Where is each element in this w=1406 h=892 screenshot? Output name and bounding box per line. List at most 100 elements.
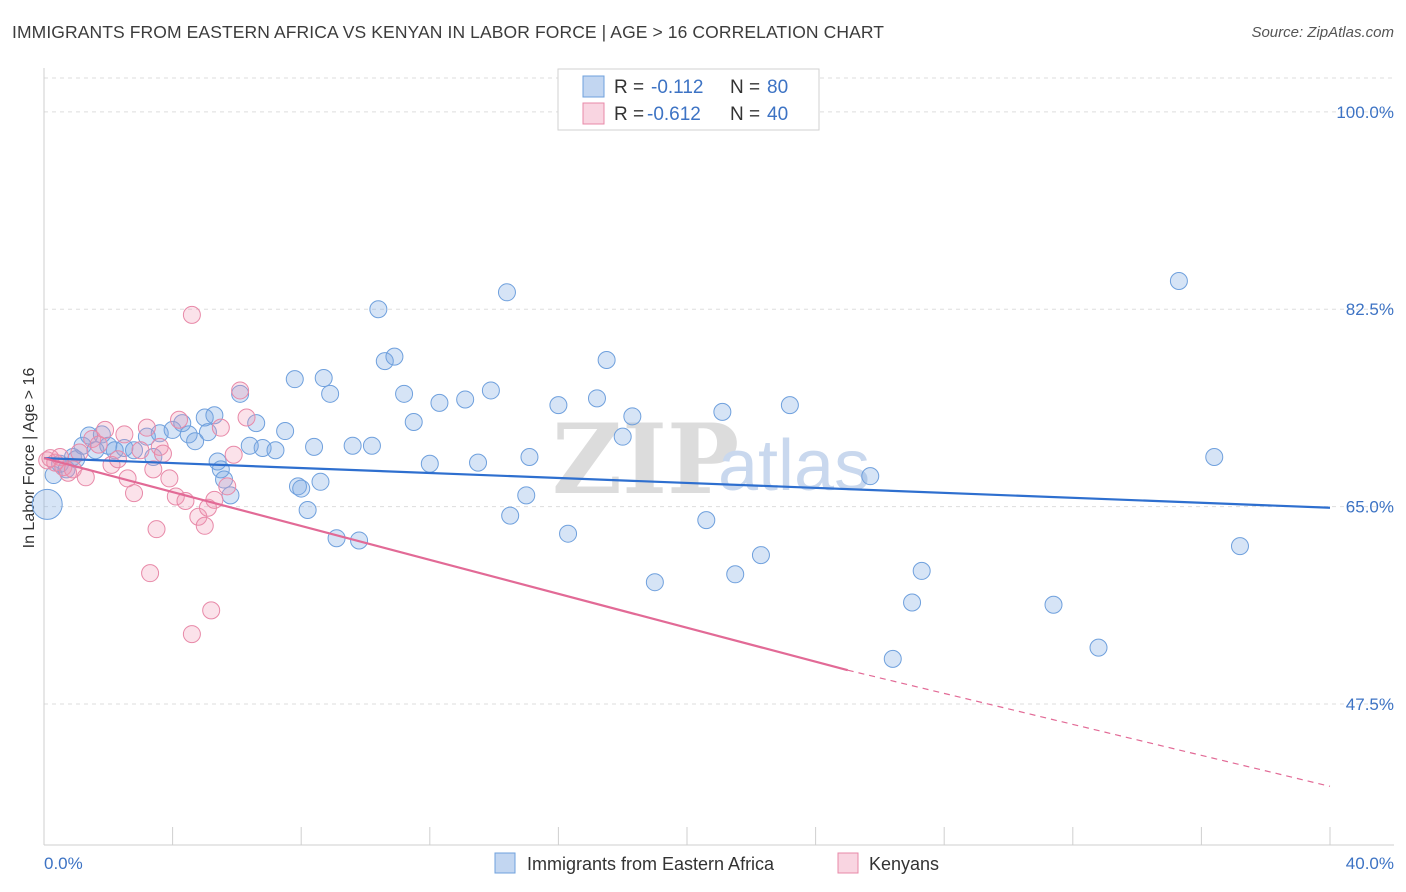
legend-n-value: 40 [767, 104, 788, 125]
point-kenyan [231, 381, 250, 400]
point-kenyan [144, 460, 163, 479]
point-eastern-africa [903, 593, 922, 612]
axes [43, 68, 1394, 846]
x-axis-max-label: 40.0% [1346, 854, 1394, 873]
point-eastern-africa [587, 389, 606, 408]
watermark: ZIP atlas [552, 403, 870, 516]
legend-r-label: R = [614, 104, 644, 125]
point-eastern-africa [597, 350, 616, 369]
point-eastern-africa [343, 436, 362, 455]
point-eastern-africa [549, 396, 568, 415]
trend-lines [43, 457, 1331, 787]
point-eastern-africa [292, 479, 311, 498]
y-tick-label: 47.5% [1346, 695, 1394, 714]
point-kenyan [202, 601, 221, 620]
source-credit: Source: ZipAtlas.com [1251, 24, 1394, 41]
point-eastern-africa [861, 467, 880, 486]
point-eastern-africa [298, 501, 317, 520]
point-eastern-africa [713, 402, 732, 421]
point-kenyan [137, 418, 156, 437]
point-kenyan [189, 507, 208, 526]
series-label-immigrants: Immigrants from Eastern Africa [527, 854, 775, 874]
point-eastern-africa [314, 369, 333, 388]
point-eastern-africa [430, 393, 449, 412]
point-eastern-africa [362, 436, 381, 455]
point-eastern-africa [1089, 638, 1108, 657]
point-eastern-africa [559, 524, 578, 543]
series-legend: Immigrants from Eastern Africa Kenyans [494, 852, 939, 874]
point-eastern-africa [311, 472, 330, 491]
point-eastern-africa [481, 381, 500, 400]
point-eastern-africa [1205, 447, 1224, 466]
y-tick-label: 82.5% [1346, 300, 1394, 319]
point-kenyan [115, 425, 134, 444]
trend-line-eastern-africa [43, 457, 1331, 509]
point-kenyan [237, 408, 256, 427]
legend-swatch-blue [582, 75, 605, 98]
point-eastern-africa [697, 511, 716, 530]
scatter-points [31, 272, 1249, 668]
point-eastern-africa [305, 437, 324, 456]
point-eastern-africa [285, 370, 304, 389]
point-kenyan [211, 418, 230, 437]
trend-line-kenyan [43, 457, 849, 672]
series-label-kenyans: Kenyans [869, 854, 939, 874]
point-eastern-africa [517, 486, 536, 505]
watermark-atlas: atlas [718, 426, 870, 506]
point-kenyan [170, 410, 189, 429]
point-eastern-africa [456, 390, 475, 409]
point-eastern-africa [613, 427, 632, 446]
y-tick-label: 100.0% [1336, 103, 1394, 122]
point-eastern-africa [276, 422, 295, 441]
point-kenyan [224, 445, 243, 464]
point-kenyan [182, 305, 201, 324]
point-eastern-africa [780, 396, 799, 415]
point-eastern-africa [1044, 595, 1063, 614]
point-eastern-africa [497, 283, 516, 302]
point-eastern-africa [247, 414, 266, 433]
chart-title: IMMIGRANTS FROM EASTERN AFRICA VS KENYAN… [12, 22, 885, 42]
point-eastern-africa [327, 529, 346, 548]
legend-swatch-pink [582, 102, 605, 125]
point-kenyan [141, 564, 160, 583]
legend-n-value: 80 [767, 77, 788, 98]
point-eastern-africa [369, 300, 388, 319]
point-eastern-africa [883, 649, 902, 668]
point-eastern-africa [186, 432, 205, 451]
legend-r-value: -0.612 [647, 104, 701, 125]
legend-n-label: N = [730, 77, 760, 98]
point-eastern-africa [31, 488, 63, 520]
point-kenyan [153, 444, 172, 463]
point-eastern-africa [501, 506, 520, 525]
point-kenyan [108, 450, 127, 469]
point-eastern-africa [1230, 537, 1249, 556]
series-swatch-pink [837, 852, 859, 874]
point-eastern-africa [469, 453, 488, 472]
point-eastern-africa [385, 347, 404, 366]
point-eastern-africa [751, 546, 770, 565]
point-eastern-africa [420, 454, 439, 473]
point-eastern-africa [645, 573, 664, 592]
point-eastern-africa [912, 561, 931, 580]
point-kenyan [160, 469, 179, 488]
legend-box [557, 68, 820, 131]
legend-r-value: -0.112 [651, 77, 703, 98]
point-kenyan [70, 443, 89, 462]
x-axis-min-label: 0.0% [44, 854, 83, 873]
point-eastern-africa [321, 384, 340, 403]
y-axis-title: In Labor Force | Age > 16 [21, 368, 38, 549]
y-tick-labels: 100.0% 82.5% 65.0% 47.5% [1336, 103, 1394, 714]
point-eastern-africa [288, 477, 307, 496]
point-kenyan [218, 477, 237, 496]
point-eastern-africa [375, 352, 394, 371]
legend-r-label: R = [614, 77, 644, 98]
point-eastern-africa [173, 414, 192, 433]
point-eastern-africa [395, 384, 414, 403]
point-kenyan [125, 484, 144, 503]
point-eastern-africa [726, 565, 745, 584]
point-eastern-africa [99, 436, 118, 455]
point-kenyan [195, 516, 214, 535]
correlation-legend: R = -0.112 N = 80 R = -0.612 N = 40 [557, 68, 820, 131]
point-eastern-africa [1169, 272, 1188, 291]
